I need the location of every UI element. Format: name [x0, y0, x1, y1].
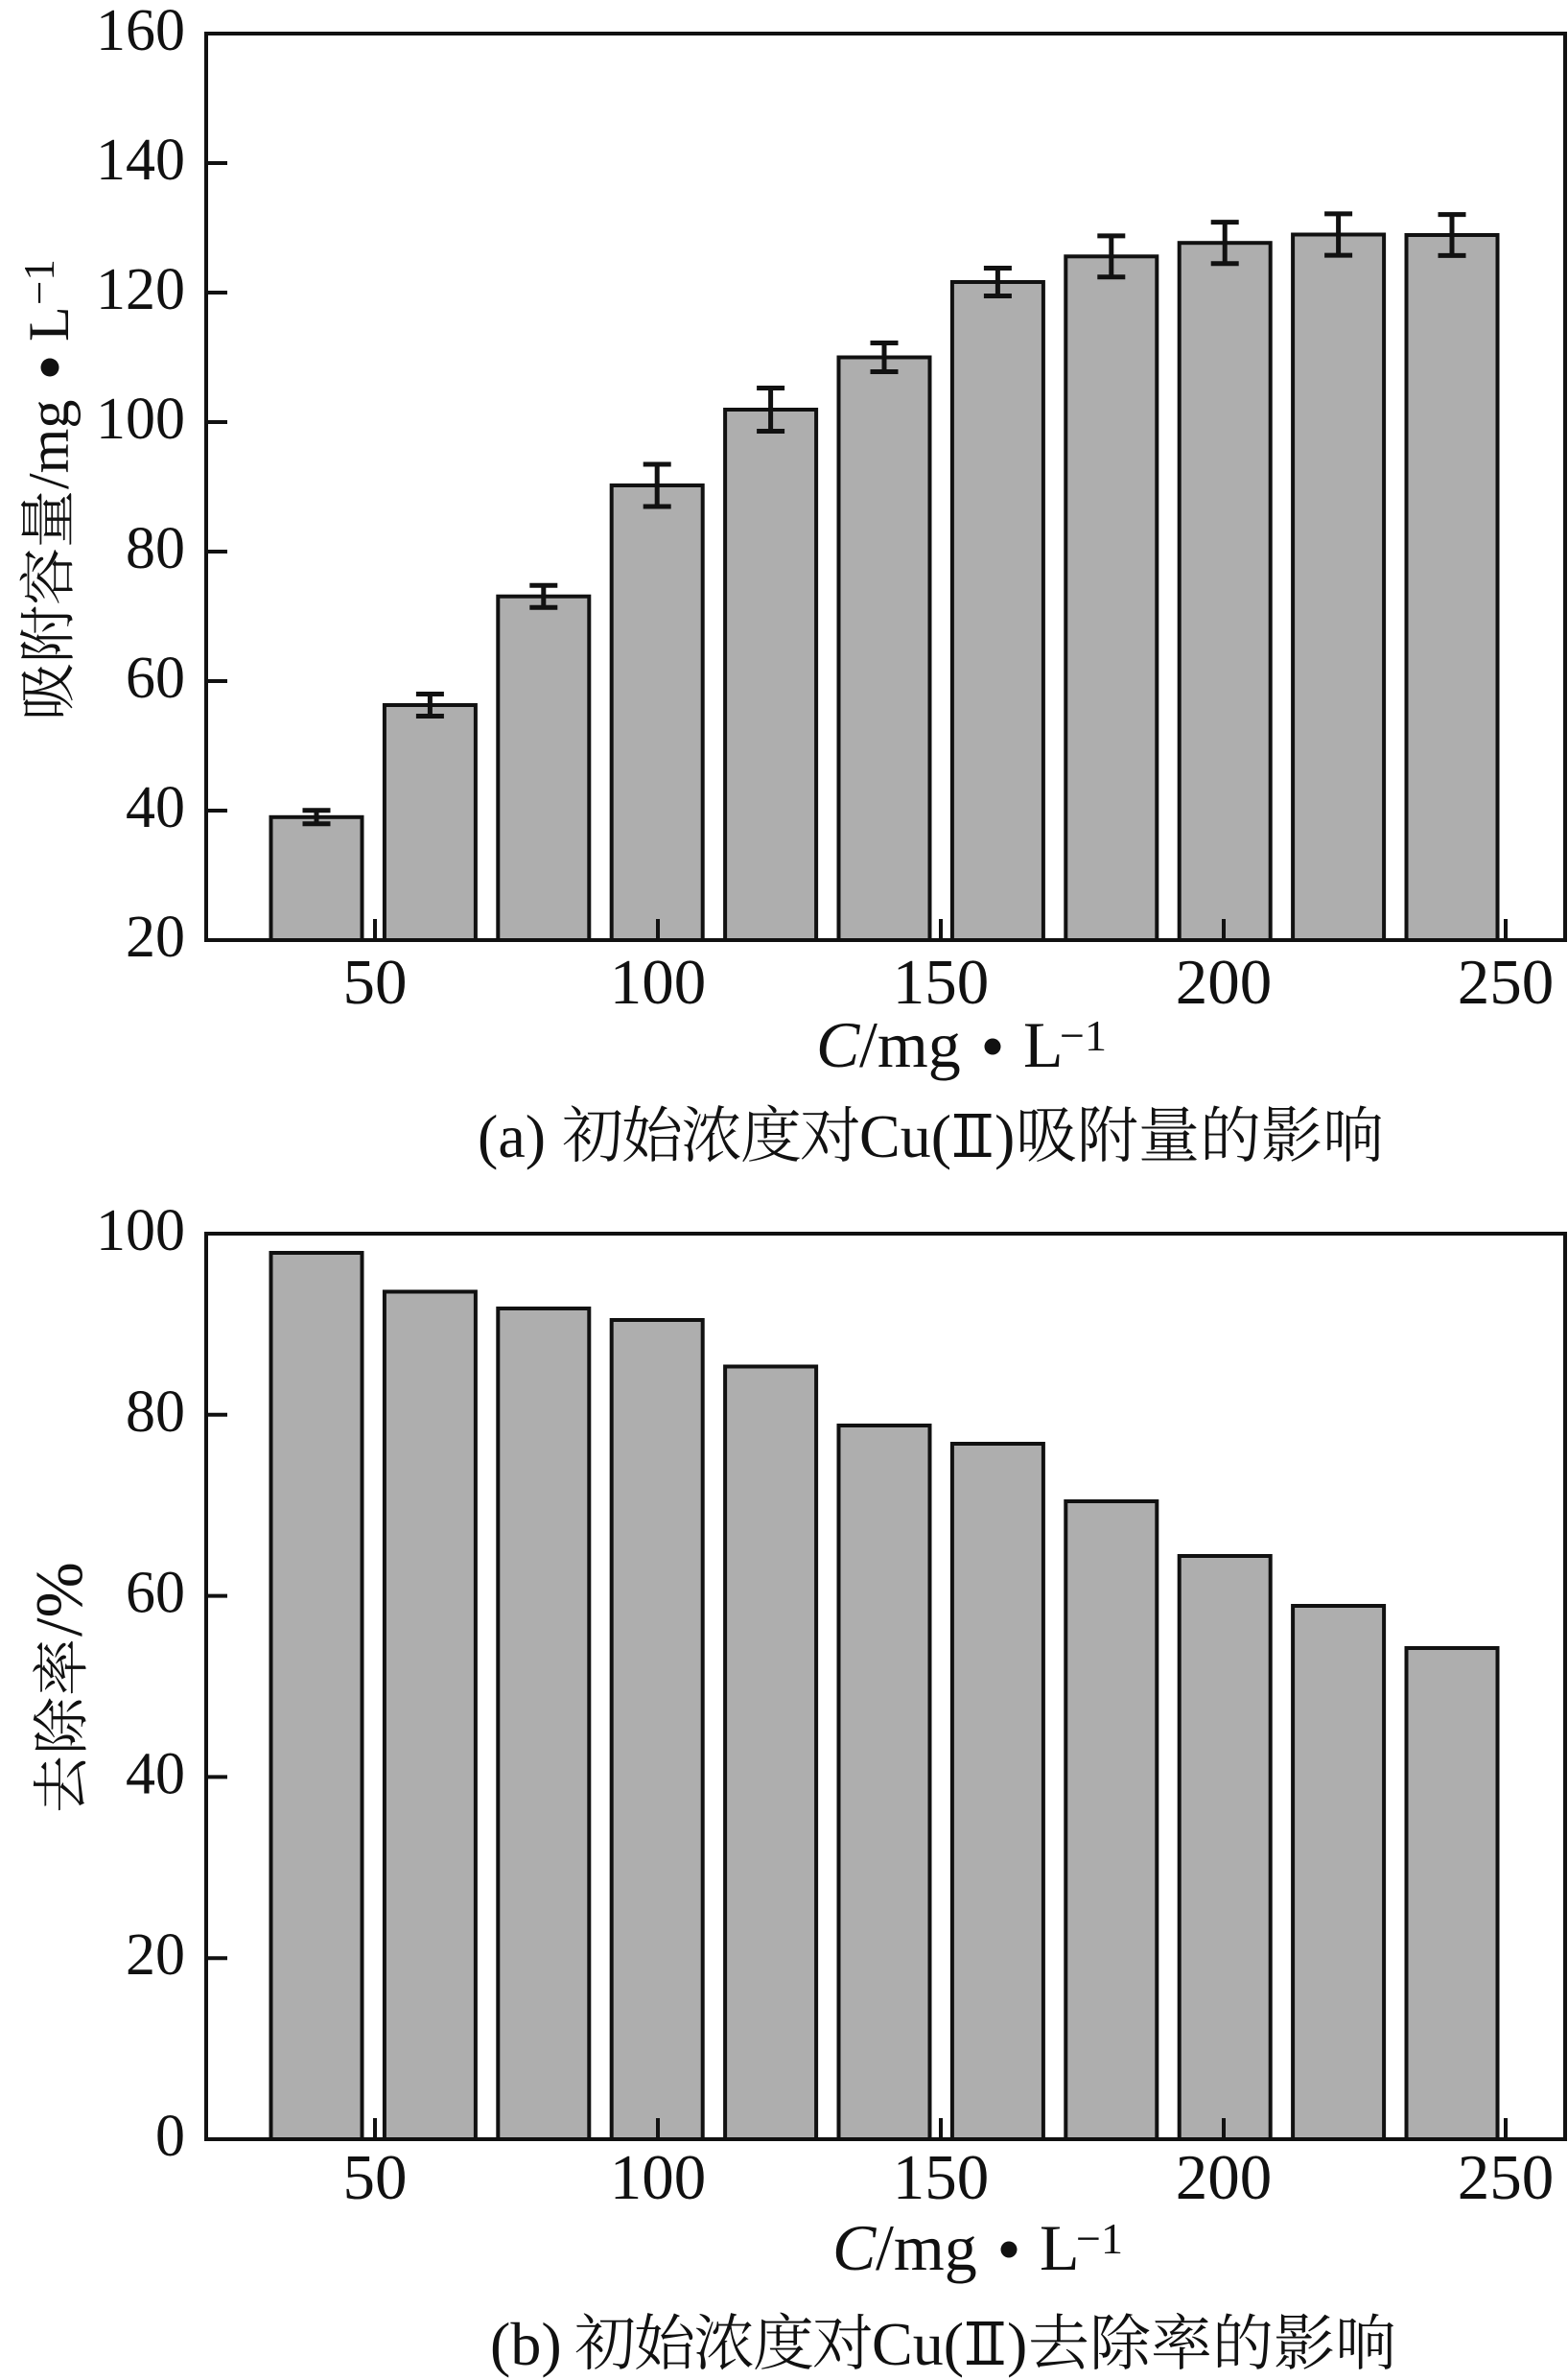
svg-text:L: L — [17, 306, 81, 342]
svg-text:C: C — [816, 1008, 860, 1081]
svg-text:): ) — [1007, 2310, 1027, 2378]
svg-text:−1: −1 — [1060, 1011, 1107, 1060]
svg-text:20: 20 — [126, 1922, 185, 1988]
svg-text:Cu(: Cu( — [872, 2310, 964, 2378]
svg-text:Cu(: Cu( — [859, 1102, 951, 1170]
svg-text:50: 50 — [343, 947, 408, 1018]
svg-text:L: L — [1040, 2211, 1080, 2284]
svg-text:60: 60 — [126, 1561, 185, 1626]
svg-text:20: 20 — [126, 905, 185, 970]
svg-text:/%: /% — [23, 1562, 97, 1637]
svg-text:40: 40 — [126, 1741, 185, 1806]
svg-text:160: 160 — [96, 0, 185, 63]
svg-text:100: 100 — [610, 947, 707, 1018]
svg-text:150: 150 — [893, 2142, 990, 2213]
svg-text:−1: −1 — [15, 259, 63, 305]
svg-text:−1: −1 — [1076, 2214, 1123, 2263]
svg-text:/mg: /mg — [876, 2211, 977, 2284]
svg-text:L: L — [1023, 1008, 1064, 1081]
svg-text:200: 200 — [1176, 2142, 1273, 2213]
svg-text:150: 150 — [893, 947, 990, 1018]
svg-text:(b): (b) — [490, 2310, 562, 2378]
svg-text:/mg: /mg — [859, 1008, 961, 1081]
svg-text:80: 80 — [126, 516, 185, 581]
svg-text:C: C — [832, 2211, 877, 2284]
svg-text:250: 250 — [1458, 947, 1555, 1018]
svg-text:140: 140 — [96, 128, 185, 193]
svg-text:250: 250 — [1458, 2142, 1555, 2213]
svg-text:100: 100 — [96, 1198, 185, 1263]
svg-text:80: 80 — [126, 1379, 185, 1445]
svg-text:/mg: /mg — [17, 400, 81, 489]
svg-text:): ) — [995, 1102, 1015, 1170]
svg-text:120: 120 — [96, 257, 185, 322]
svg-text:50: 50 — [343, 2142, 408, 2213]
svg-text:40: 40 — [126, 775, 185, 840]
svg-text:60: 60 — [126, 646, 185, 711]
svg-text:(a): (a) — [478, 1102, 546, 1170]
svg-text:100: 100 — [610, 2142, 707, 2213]
svg-text:0: 0 — [155, 2104, 185, 2169]
svg-text:200: 200 — [1176, 947, 1273, 1018]
svg-text:100: 100 — [96, 387, 185, 452]
